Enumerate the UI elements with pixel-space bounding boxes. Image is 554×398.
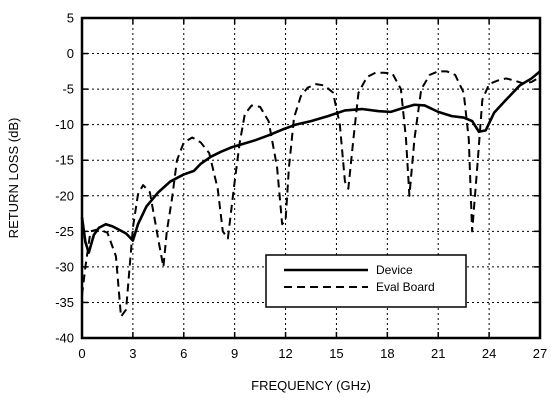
legend-label: Eval Board (376, 280, 435, 294)
x-tick-label: 15 (329, 346, 343, 361)
y-tick-label: -15 (55, 153, 74, 168)
tick-layer: 0 3 6 9 12 15 18 21 24 27 5 0 -5 -10 -15 -20 -25 -30 -35 -4… (55, 11, 547, 362)
y-tick-label: -20 (55, 188, 74, 203)
plot-frame (80, 16, 542, 340)
x-tick-label: 9 (231, 346, 238, 361)
legend-label: Device (376, 263, 413, 277)
x-tick-label: 12 (278, 346, 292, 361)
y-tick-label: 0 (67, 46, 74, 61)
y-tick-label: -10 (55, 117, 74, 132)
x-tick-label: 18 (380, 346, 394, 361)
legend-box (265, 254, 467, 308)
x-tick-label: 6 (180, 346, 187, 361)
series-line-device (80, 70, 541, 254)
y-tick-label: -30 (55, 259, 74, 274)
x-tick-label: 24 (482, 346, 496, 361)
y-tick-label: -5 (62, 82, 74, 97)
x-tick-label: 0 (78, 346, 85, 361)
x-axis-title: FREQUENCY (GHz) (251, 378, 371, 393)
legend: Device Eval Board (265, 254, 467, 308)
y-tick-label: 5 (67, 11, 74, 26)
y-tick-label: -40 (55, 331, 74, 346)
x-tick-label: 27 (533, 346, 547, 361)
y-tick-label: -25 (55, 224, 74, 239)
y-axis-title: RETURN LOSS (dB) (6, 118, 21, 239)
series-line-eval-board (81, 70, 541, 318)
y-tick-label: -35 (55, 295, 74, 310)
x-tick-label: 21 (431, 346, 445, 361)
x-tick-label: 3 (129, 346, 136, 361)
series-layer (80, 70, 541, 318)
